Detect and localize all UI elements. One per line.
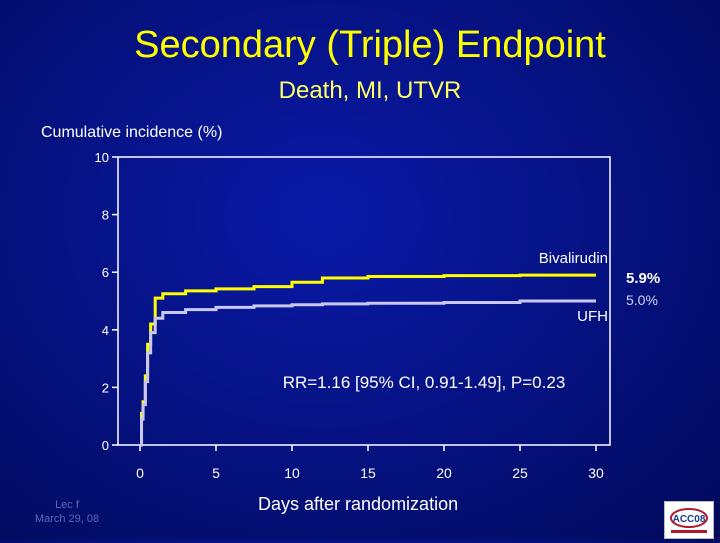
series-end-value-bivalirudin: 5.9% <box>626 270 660 287</box>
x-tick-label: 10 <box>284 465 300 481</box>
series-name-bivalirudin: Bivalirudin <box>539 250 608 267</box>
y-tick-label: 2 <box>102 380 109 395</box>
y-tick-label: 4 <box>102 323 109 338</box>
y-tick-label: 10 <box>95 150 109 165</box>
rr-annotation: RR=1.16 [95% CI, 0.91-1.49], P=0.23 <box>283 373 566 392</box>
logo-ring <box>670 508 708 528</box>
series-line-ufh <box>140 299 596 447</box>
x-tick-label: 5 <box>212 465 220 481</box>
logo-text: ACC08 <box>673 514 706 525</box>
y-ticks: 0 2 4 6 8 10 <box>95 150 118 453</box>
acc08-logo: ACC08 <box>664 501 714 539</box>
x-ticks: 0 5 10 15 20 25 30 <box>136 445 604 481</box>
series-labels: Bivalirudin 5.9% UFH 5.0% <box>539 250 660 325</box>
series-end-value-ufh: 5.0% <box>626 292 658 308</box>
footnote-line-1: Lec f <box>55 499 79 511</box>
series-name-ufh: UFH <box>577 308 608 325</box>
x-tick-label: 30 <box>588 465 604 481</box>
plot-border <box>117 156 611 446</box>
slide-subtitle: Death, MI, UTVR <box>278 77 462 104</box>
footnote-line-2: March 29, 08 <box>34 513 100 525</box>
slide-title: Secondary (Triple) Endpoint <box>134 24 606 66</box>
footnote: Lec f March 29, 08 <box>12 498 122 526</box>
y-tick-label: 0 <box>102 438 109 453</box>
x-tick-label: 0 <box>136 465 144 481</box>
x-axis-label: Days after randomization <box>258 494 459 514</box>
y-tick-label: 6 <box>102 265 109 280</box>
logo-bar <box>671 530 707 533</box>
x-tick-label: 20 <box>436 465 452 481</box>
y-axis-label: Cumulative incidence (%) <box>41 124 223 141</box>
y-tick-label: 8 <box>102 208 109 223</box>
x-tick-label: 25 <box>512 465 528 481</box>
series-lines <box>140 273 596 447</box>
logo-graphic: ACC08 <box>670 508 708 533</box>
plot-frame <box>117 156 611 446</box>
x-tick-label: 15 <box>360 465 376 481</box>
